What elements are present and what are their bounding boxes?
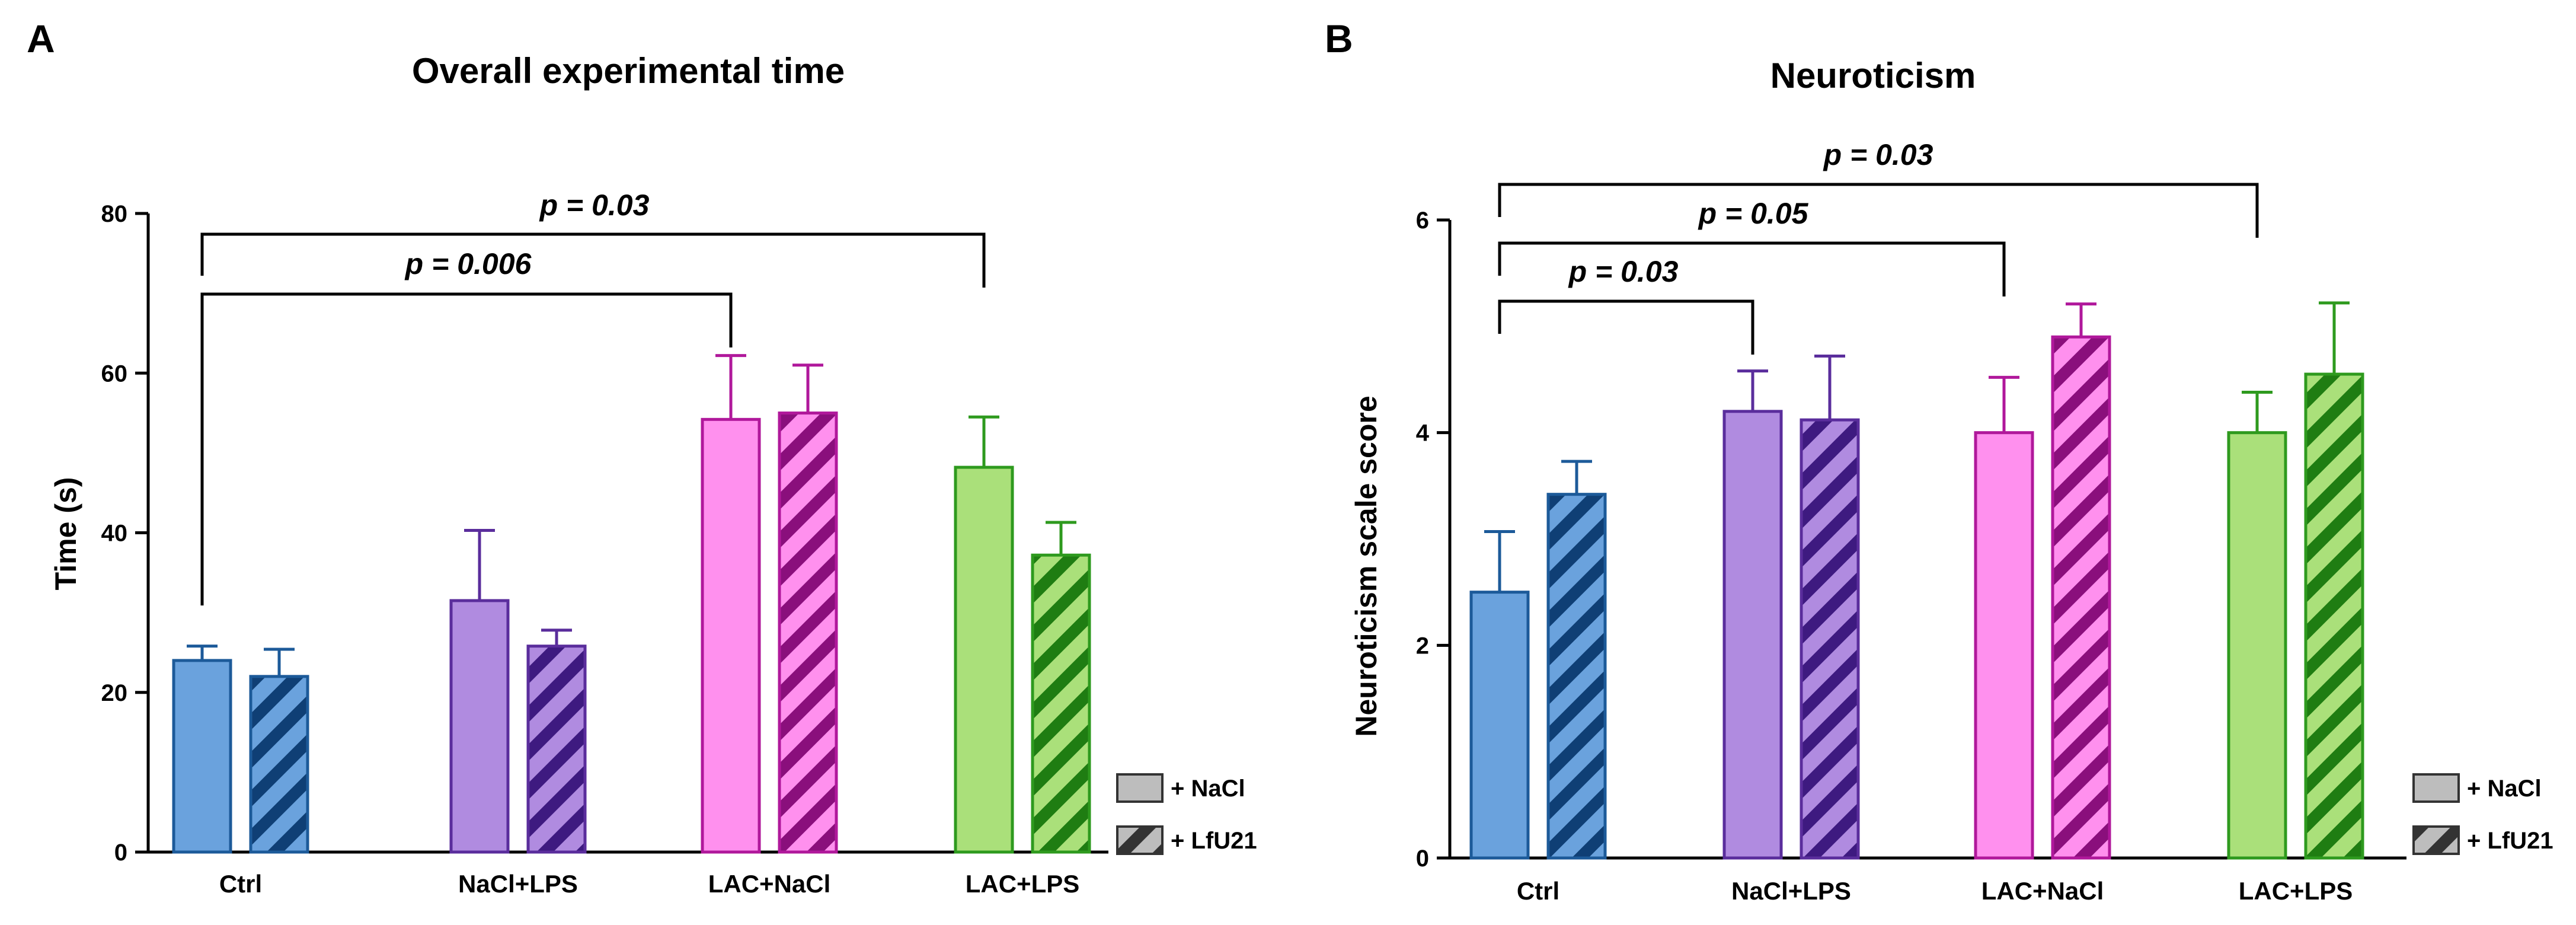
significance-bracket xyxy=(1498,241,2006,296)
legend-swatch-nacl-b xyxy=(2412,773,2460,803)
y-tick-label: 60 xyxy=(101,361,128,387)
significance-bracket xyxy=(1498,299,1754,355)
panel-a-plot: 0 20 40 60 80 Ctrl NaCl+LPS LAC+NaCl LAC+LPS p = … xyxy=(101,189,1108,898)
chart-title-a: Overall experimental time xyxy=(412,51,845,91)
bar-lac-nacl-nacl xyxy=(1974,431,2034,860)
y-tick-label: 40 xyxy=(101,521,128,547)
bar-lac-nacl-lfu21 xyxy=(778,412,838,854)
panel-letter-a: A xyxy=(27,17,55,60)
bar-lac-lps-nacl xyxy=(954,465,1014,854)
bar-lac-lps-lfu21 xyxy=(2304,372,2364,860)
y-tick-label: 6 xyxy=(1416,208,1429,234)
legend-a: + NaCl + LfU21 xyxy=(1116,773,1257,855)
p-value-label: p = 0.05 xyxy=(1698,197,1809,230)
y-tick-label: 20 xyxy=(101,680,128,706)
legend-label-nacl-a: + NaCl xyxy=(1171,776,1245,802)
p-value-label: p = 0.03 xyxy=(1568,255,1679,288)
p-value-label: p = 0.006 xyxy=(404,247,532,280)
legend-swatch-lfu21-a xyxy=(1116,825,1164,855)
panel-letter-b: B xyxy=(1325,17,1353,60)
legend-swatch-nacl-a xyxy=(1116,773,1164,803)
legend-label-lfu21-b: + LfU21 xyxy=(2467,828,2553,854)
bar-nacl-lps-lfu21 xyxy=(526,645,587,854)
y-tick-label: 4 xyxy=(1416,420,1430,446)
chart-title-b: Neuroticism xyxy=(1770,56,1976,95)
significance-bracket xyxy=(200,292,733,606)
legend-label-nacl-b: + NaCl xyxy=(2467,776,2542,802)
x-tick-label-lac-nacl: LAC+NaCl xyxy=(708,870,831,898)
bar-lac-nacl-nacl xyxy=(701,417,761,854)
x-tick-label-nacl-lps: NaCl+LPS xyxy=(1731,877,1851,905)
x-tick-label-lac-lps: LAC+LPS xyxy=(966,870,1080,898)
x-tick-label-nacl-lps: NaCl+LPS xyxy=(458,870,578,898)
x-tick-label-ctrl: Ctrl xyxy=(1517,877,1559,905)
x-tick-label-ctrl: Ctrl xyxy=(219,870,262,898)
y-tick-label: 0 xyxy=(1416,846,1429,872)
y-axis-label-b: Neuroticism scale score xyxy=(1350,395,1383,736)
p-value-label: p = 0.03 xyxy=(539,189,650,222)
y-tick-label: 0 xyxy=(114,840,127,866)
p-value-label: p = 0.03 xyxy=(1823,138,1933,171)
x-tick-label-lac-nacl: LAC+NaCl xyxy=(1981,877,2104,905)
significance-bracket xyxy=(200,232,986,288)
legend-label-lfu21-a: + LfU21 xyxy=(1171,828,1257,854)
bar-lac-lps-nacl xyxy=(2227,431,2287,860)
y-tick-label: 80 xyxy=(101,201,128,227)
bar-ctrl-lfu21 xyxy=(1546,493,1607,860)
legend-swatch-lfu21-b xyxy=(2412,825,2460,855)
bar-lac-nacl-lfu21 xyxy=(2051,335,2111,860)
panel-b-plot: 0 2 4 6 Ctrl NaCl+LPS LAC+NaCl LAC+LPS p = 0.03 p… xyxy=(1416,138,2406,905)
legend-b: + NaCl + LfU21 xyxy=(2412,773,2553,855)
bar-ctrl-lfu21 xyxy=(249,675,309,854)
bar-lac-lps-lfu21 xyxy=(1031,553,1091,854)
bar-nacl-lps-lfu21 xyxy=(1800,418,1860,860)
bar-ctrl-nacl xyxy=(172,659,232,854)
y-tick-label: 2 xyxy=(1416,633,1429,659)
y-axis-label-a: Time (s) xyxy=(49,477,82,591)
bar-nacl-lps-nacl xyxy=(449,599,510,854)
bar-nacl-lps-nacl xyxy=(1722,410,1783,860)
x-tick-label-lac-lps: LAC+LPS xyxy=(2239,877,2353,905)
significance-bracket xyxy=(1498,183,2259,238)
bar-ctrl-nacl xyxy=(1469,591,1530,860)
